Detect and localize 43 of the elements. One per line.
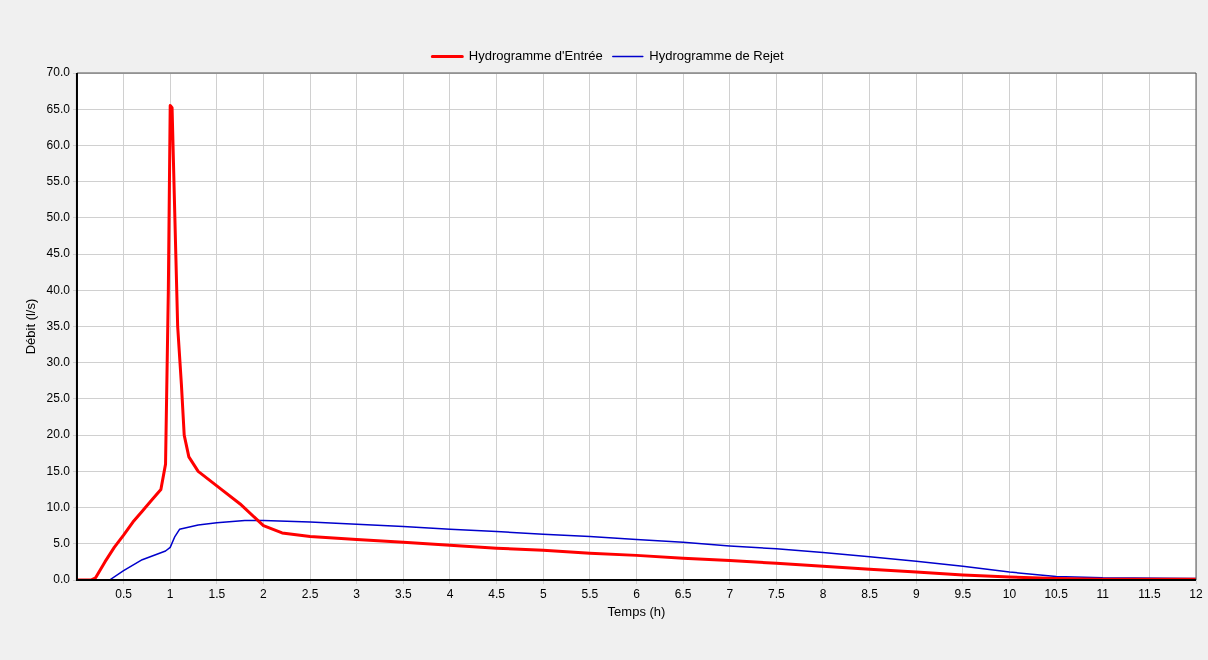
x-tick-label: 7.5 xyxy=(768,586,786,601)
y-tick-label: 15.0 xyxy=(46,463,71,478)
x-tick-label: 10 xyxy=(1002,586,1017,601)
x-tick-label: 3.5 xyxy=(395,586,413,601)
x-tick-label: 1.5 xyxy=(208,586,226,601)
y-tick-label: 45.0 xyxy=(46,246,71,261)
y-tick-label: 55.0 xyxy=(46,173,71,188)
x-tick-label: 6.5 xyxy=(674,586,692,601)
y-tick-label: 0.0 xyxy=(53,572,71,587)
x-tick-label: 1 xyxy=(166,586,174,601)
x-tick-label: 11 xyxy=(1096,586,1110,601)
x-tick-label: 4 xyxy=(446,586,454,601)
y-axis-title: Débit (l/s) xyxy=(23,298,39,355)
y-tick-label: 30.0 xyxy=(46,355,71,370)
y-tick-label: 20.0 xyxy=(46,427,71,442)
x-tick-label: 10.5 xyxy=(1044,586,1069,601)
y-tick-label: 10.0 xyxy=(46,499,71,514)
x-tick-label: 2 xyxy=(260,586,268,601)
x-tick-label: 5 xyxy=(539,586,547,601)
x-tick-label: 0.5 xyxy=(115,586,133,601)
y-tick-label: 70.0 xyxy=(46,65,71,80)
x-tick-label: 11.5 xyxy=(1138,586,1161,601)
y-tick-label: 40.0 xyxy=(46,282,71,297)
x-tick-label: 2.5 xyxy=(301,586,319,601)
x-axis-title: Temps (h) xyxy=(607,603,666,619)
x-tick-label: 8 xyxy=(819,586,827,601)
y-tick-label: 25.0 xyxy=(46,391,71,406)
x-tick-label: 4.5 xyxy=(488,586,506,601)
x-tick-label: 5.5 xyxy=(581,586,599,601)
x-tick-label: 6 xyxy=(633,586,641,601)
y-tick-label: 5.0 xyxy=(53,536,71,551)
x-tick-label: 3 xyxy=(353,586,361,601)
x-tick-label: 12 xyxy=(1189,586,1203,601)
x-tick-label: 9.5 xyxy=(954,586,972,601)
y-tick-label: 50.0 xyxy=(46,210,71,225)
y-tick-label: 65.0 xyxy=(46,101,71,116)
x-tick-label: 9 xyxy=(912,586,920,601)
y-tick-label: 60.0 xyxy=(46,137,71,152)
y-tick-label: 35.0 xyxy=(46,318,71,333)
legend-label: Hydrogramme d'Entrée xyxy=(468,48,603,64)
legend-label: Hydrogramme de Rejet xyxy=(649,48,785,64)
x-tick-label: 8.5 xyxy=(861,586,879,601)
x-tick-label: 7 xyxy=(726,586,734,601)
